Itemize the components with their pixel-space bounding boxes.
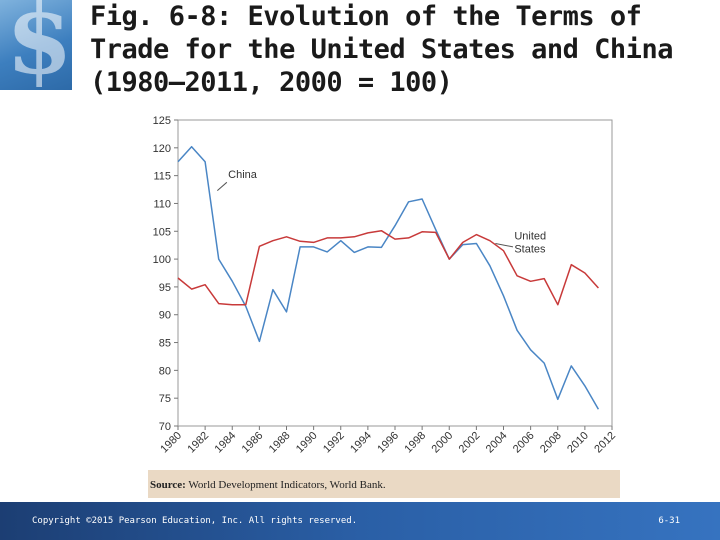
china-annotation-label: China — [228, 169, 258, 181]
y-tick-label: 110 — [153, 198, 171, 210]
y-tick-label: 100 — [153, 254, 171, 266]
china-annotation-leader — [217, 181, 228, 192]
footer-bar — [0, 502, 720, 540]
y-tick-label: 95 — [159, 282, 171, 294]
x-tick-label: 1988 — [267, 430, 293, 456]
x-tick-label: 2000 — [430, 430, 456, 456]
y-tick-label: 85 — [159, 338, 171, 350]
y-tick-label: 115 — [153, 171, 171, 183]
series-line-united-states — [177, 229, 599, 306]
source-note: Source: World Development Indicators, Wo… — [150, 479, 386, 491]
x-tick-label: 1986 — [240, 430, 266, 456]
y-tick-label: 70 — [159, 421, 171, 433]
y-tick-label: 90 — [159, 310, 171, 322]
x-tick-label: 1992 — [321, 430, 347, 456]
y-tick-label: 80 — [159, 365, 171, 377]
x-tick-label: 1984 — [213, 430, 239, 456]
x-tick-label: 2004 — [484, 430, 510, 456]
source-text: World Development Indicators, World Bank… — [188, 479, 386, 491]
y-tick-label: 105 — [153, 226, 171, 238]
us-annotation-label: States — [514, 244, 546, 256]
x-tick-label: 2012 — [592, 430, 618, 456]
slide-title: Fig. 6-8: Evolution of the Terms of Trad… — [90, 1, 673, 98]
source-label: Source: — [150, 479, 186, 491]
dollar-icon: $ — [6, 0, 72, 90]
copyright-text: Copyright ©2015 Pearson Education, Inc. … — [32, 516, 358, 526]
x-tick-label: 1980 — [158, 430, 184, 456]
x-tick-label: 2010 — [565, 430, 591, 456]
series-line-china — [177, 145, 600, 410]
x-tick-label: 2006 — [511, 430, 537, 456]
x-tick-label: 2002 — [457, 430, 483, 456]
y-tick-label: 125 — [153, 115, 171, 127]
source-box — [148, 470, 620, 498]
us-annotation-label: United — [514, 231, 546, 243]
x-tick-label: 1996 — [375, 430, 401, 456]
plot-frame — [177, 119, 613, 427]
x-tick-label: 1998 — [402, 430, 428, 456]
x-tick-label: 1982 — [185, 430, 211, 456]
x-tick-label: 2008 — [538, 430, 564, 456]
line-chart: 70 75 80 85 90 95 100 105 110 115 120 125 1980 1982 19… — [140, 108, 624, 500]
x-tick-label: 1994 — [348, 430, 374, 456]
y-tick-label: 120 — [153, 143, 171, 155]
y-tick-label: 75 — [159, 393, 171, 405]
us-annotation-leader — [495, 243, 514, 248]
page-number: 6-31 — [658, 516, 680, 526]
publisher-logo: $ — [0, 0, 72, 90]
x-tick-label: 1990 — [294, 430, 320, 456]
